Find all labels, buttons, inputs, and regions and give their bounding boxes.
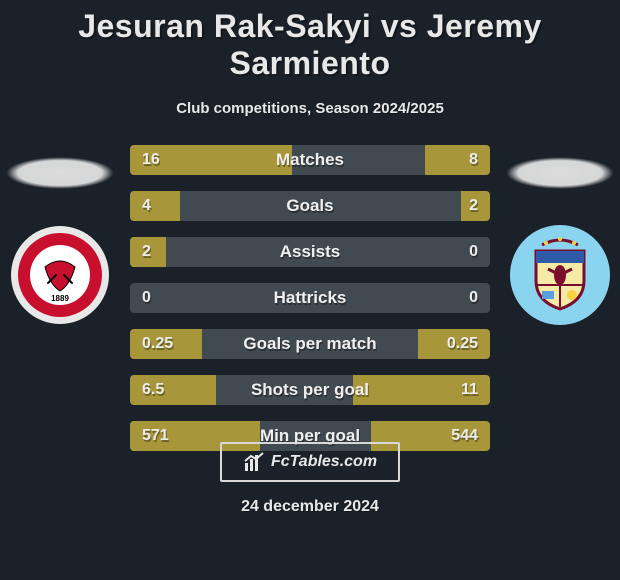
stat-row: 6.511Shots per goal [130, 375, 490, 405]
bar-fill-left [130, 191, 180, 221]
sheffield-united-badge: 1889 SHEFFIELD UNITED [10, 225, 110, 325]
shield-icon [518, 233, 602, 317]
subtitle: Club competitions, Season 2024/2025 [0, 100, 620, 117]
stat-row: 0.250.25Goals per match [130, 329, 490, 359]
stat-row: 0 0Hattricks [130, 283, 490, 313]
left-team-crest: 1889 SHEFFIELD UNITED [0, 145, 120, 445]
bar-fill-left [130, 329, 202, 359]
bar-fill-right [425, 145, 490, 175]
stat-value-left: 0 [142, 283, 151, 313]
crest-shadow [6, 157, 114, 189]
stat-label: Hattricks [130, 283, 490, 313]
stat-label: Assists [130, 237, 490, 267]
chart-icon [243, 451, 265, 473]
footer-date: 24 december 2024 [0, 498, 620, 516]
burnley-badge [510, 225, 610, 325]
stat-value-right: 0 [469, 237, 478, 267]
footer-brand-box: FcTables.com [220, 442, 400, 482]
stat-bars: 168Matches42Goals20Assists00Hattricks0.2… [130, 145, 490, 467]
right-team-crest [500, 145, 620, 445]
page-title: Jesuran Rak-Sakyi vs Jeremy Sarmiento [0, 0, 620, 82]
bar-fill-right [461, 191, 490, 221]
bar-fill-right [418, 329, 490, 359]
stat-row: 168Matches [130, 145, 490, 175]
comparison-area: 1889 SHEFFIELD UNITED [0, 145, 620, 475]
shield-icon: 1889 SHEFFIELD UNITED [10, 225, 110, 325]
bar-fill-right [353, 375, 490, 405]
stat-value-right: 0 [469, 283, 478, 313]
stat-label: Goals [130, 191, 490, 221]
stat-row: 20Assists [130, 237, 490, 267]
crest-shadow [506, 157, 614, 189]
footer-brand-text: FcTables.com [271, 453, 377, 471]
stat-row: 42Goals [130, 191, 490, 221]
svg-text:1889: 1889 [51, 294, 69, 303]
bar-fill-left [130, 237, 166, 267]
bar-fill-left [130, 145, 292, 175]
bar-fill-left [130, 375, 216, 405]
